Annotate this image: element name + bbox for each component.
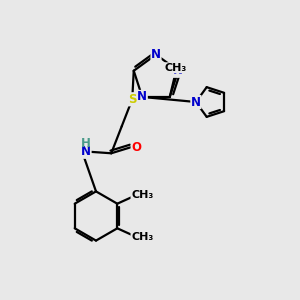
Text: N: N <box>173 64 183 77</box>
Text: O: O <box>131 141 141 154</box>
Text: CH₃: CH₃ <box>164 63 186 73</box>
Text: N: N <box>191 95 201 109</box>
Text: S: S <box>128 93 136 106</box>
Text: N: N <box>81 145 91 158</box>
Text: CH₃: CH₃ <box>131 232 153 242</box>
Text: N: N <box>137 90 147 104</box>
Text: H: H <box>81 137 91 150</box>
Text: CH₃: CH₃ <box>131 190 153 200</box>
Text: N: N <box>151 48 161 61</box>
